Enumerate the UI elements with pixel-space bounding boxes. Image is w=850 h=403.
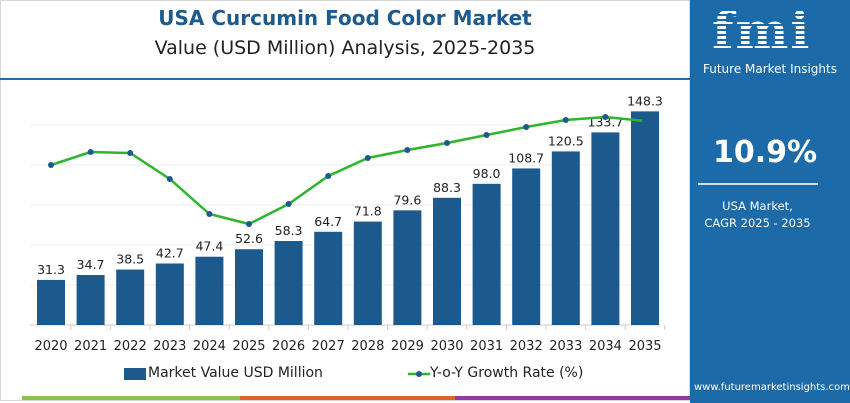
title-divider <box>0 78 690 80</box>
x-tick-label: 2027 <box>312 339 345 354</box>
growth-point-2034 <box>602 114 609 120</box>
x-tick-label: 2029 <box>391 339 424 354</box>
x-tick-label: 2030 <box>430 339 463 354</box>
x-tick-label: 2026 <box>272 339 305 354</box>
legend-label: Market Value USD Million <box>148 365 323 381</box>
legend-item-growth-rate: Y-o-Y Growth Rate (%) <box>408 365 583 382</box>
cagr-period-label: CAGR 2025 - 2035 <box>704 216 811 230</box>
growth-point-2022 <box>127 150 134 156</box>
footer-strip-green <box>22 396 240 400</box>
growth-point-2035 <box>642 118 648 124</box>
x-tick-label: 2020 <box>34 339 67 354</box>
bar-2025 <box>235 249 263 325</box>
chart-plot: 31.3 2020 34.7 2021 38.5 2022 42.7 2023 47.4 2024… <box>30 93 666 354</box>
bar-2027 <box>314 231 343 325</box>
growth-point-2030 <box>444 140 450 146</box>
x-tick-label: 2032 <box>510 339 543 354</box>
bar-2031 <box>472 183 501 325</box>
bar-value-label: 64.7 <box>314 214 342 229</box>
growth-point-2027 <box>325 173 332 179</box>
growth-point-2020 <box>48 162 54 168</box>
bar-value-label: 31.3 <box>37 262 65 277</box>
bar-value-label: 148.3 <box>627 93 663 108</box>
bar-2034 <box>591 132 620 325</box>
x-tick-label: 2031 <box>470 339 503 354</box>
market-label: USA Market, <box>722 199 793 213</box>
x-tick-label: 2022 <box>114 339 147 354</box>
bar-2024 <box>195 256 224 325</box>
bar-2026 <box>274 241 303 325</box>
growth-point-2026 <box>285 201 292 207</box>
bar-value-label: 38.5 <box>116 252 144 267</box>
bar-2032 <box>512 168 541 325</box>
x-tick-label: 2035 <box>628 339 661 354</box>
x-tick-label: 2021 <box>74 339 107 354</box>
growth-point-2031 <box>483 132 490 138</box>
bar-2029 <box>393 210 422 325</box>
footer-strip-purple <box>455 396 690 400</box>
bar-value-label: 71.8 <box>354 204 382 219</box>
x-tick-label: 2025 <box>232 339 265 354</box>
growth-point-2033 <box>562 117 569 123</box>
legend-bar-swatch <box>124 367 146 380</box>
bar-value-label: 120.5 <box>548 133 584 148</box>
chart-frame <box>0 0 690 401</box>
growth-point-2023 <box>166 176 173 182</box>
bar-2021 <box>76 275 105 325</box>
bar-2035 <box>631 111 659 326</box>
bar-value-label: 42.7 <box>156 245 184 260</box>
footer-strip-orange <box>240 396 455 400</box>
bar-2030 <box>433 197 461 325</box>
x-tick-label: 2034 <box>589 339 622 354</box>
growth-point-2028 <box>364 155 371 161</box>
website-link[interactable]: www.futuremarketinsights.com <box>694 382 850 393</box>
bar-value-label: 98.0 <box>473 166 501 181</box>
growth-point-2021 <box>87 149 94 155</box>
bar-value-label: 58.3 <box>275 223 303 238</box>
bar-value-label: 34.7 <box>77 257 105 272</box>
legend-item-market-value: Market Value USD Million <box>124 365 323 382</box>
chart-subtitle: Value (USD Million) Analysis, 2025-2035 <box>154 37 536 59</box>
bar-value-label: 47.4 <box>195 239 223 254</box>
brand-name: Future Market Insights <box>702 62 837 76</box>
growth-point-2025 <box>246 221 252 227</box>
cagr-value: 10.9% <box>712 135 818 170</box>
chart-title: USA Curcumin Food Color Market <box>158 6 532 30</box>
growth-point-2029 <box>404 147 411 153</box>
bar-2023 <box>155 263 184 325</box>
bar-value-label: 88.3 <box>433 180 461 195</box>
growth-point-2032 <box>523 124 530 130</box>
growth-point-2024 <box>206 211 213 217</box>
bar-2022 <box>116 269 145 325</box>
sidebar-panel: fmi Future Market Insights 10.9% USA Mar… <box>690 0 850 403</box>
legend-line-swatch <box>408 370 430 377</box>
fmi-logo: fmi <box>712 6 812 56</box>
bar-2033 <box>551 151 580 325</box>
x-tick-label: 2033 <box>549 339 582 354</box>
growth-rate-line <box>50 115 646 226</box>
bar-value-label: 108.7 <box>508 150 544 165</box>
bar-value-label: 79.6 <box>393 192 421 207</box>
x-tick-label: 2023 <box>153 339 186 354</box>
market-label-block: USA Market, CAGR 2025 - 2035 <box>690 198 825 232</box>
x-tick-label: 2024 <box>193 339 226 354</box>
bar-value-label: 52.6 <box>235 231 263 246</box>
bar-2028 <box>353 221 382 325</box>
cagr-divider <box>698 183 818 185</box>
x-tick-label: 2028 <box>351 339 384 354</box>
bar-2020 <box>37 279 65 325</box>
legend-label: Y-o-Y Growth Rate (%) <box>430 365 584 381</box>
